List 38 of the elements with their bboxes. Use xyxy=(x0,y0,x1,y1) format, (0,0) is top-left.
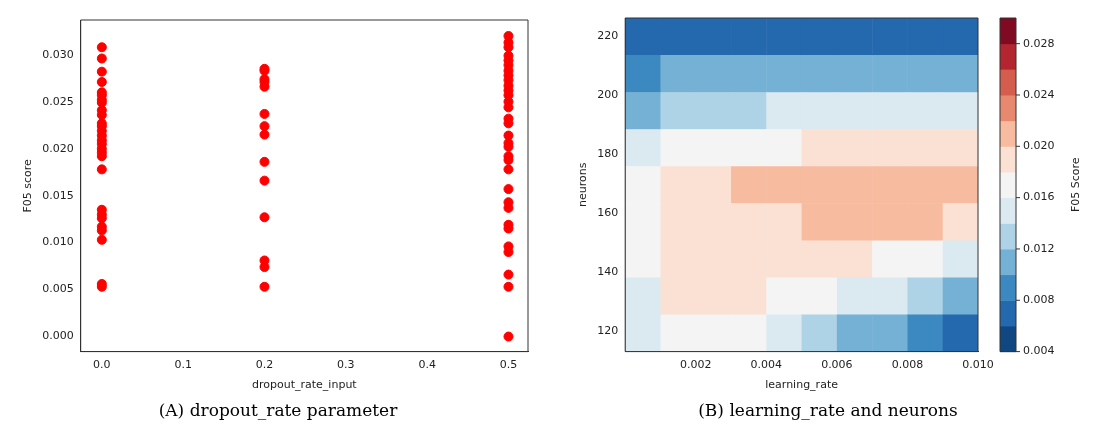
x-tick-label: 0.002 xyxy=(680,358,712,372)
y-tick-label: 0.000 xyxy=(42,329,74,343)
color-bar-label: 0.028 xyxy=(1023,36,1055,50)
y-tick-label: 0.020 xyxy=(42,141,74,155)
x-tick-label: 0.1 xyxy=(174,358,192,372)
x-tick-label: 0.0 xyxy=(93,358,111,372)
x-tick-label: 0.3 xyxy=(337,358,355,372)
y-tick-label: 160 xyxy=(597,205,619,219)
color-bar-label: 0.016 xyxy=(1023,190,1055,204)
x-axis-title: dropout_rate_input xyxy=(252,378,358,392)
y-tick-label: 0.010 xyxy=(42,235,74,249)
x-tick-label: 0.4 xyxy=(418,358,436,372)
y-tick-label: 180 xyxy=(597,146,619,160)
x-tick-label: 0.5 xyxy=(499,358,518,372)
y-tick-label: 200 xyxy=(597,87,619,101)
y-tick-label: 0.005 xyxy=(42,282,74,296)
y-tick-label: 140 xyxy=(597,264,619,278)
color-bar-title: F05 Score xyxy=(1068,157,1082,213)
x-tick-label: 0.008 xyxy=(891,358,924,372)
y-axis-title: neurons xyxy=(576,162,590,208)
y-tick-label: 220 xyxy=(597,28,619,42)
y-axis-title: F05 score xyxy=(21,158,35,213)
color-bar-label: 0.020 xyxy=(1023,139,1055,153)
x-axis-title: learning_rate xyxy=(765,378,839,392)
color-bar-label: 0.008 xyxy=(1023,293,1055,307)
y-tick-label: 0.025 xyxy=(42,94,74,108)
text: (B) learning_rate and neurons xyxy=(697,400,959,420)
x-tick-label: 0.006 xyxy=(821,358,853,372)
y-tick-label: 120 xyxy=(597,323,619,337)
color-bar-label: 0.004 xyxy=(1023,344,1055,358)
x-tick-label: 0.010 xyxy=(962,358,994,372)
y-tick-label: 0.030 xyxy=(42,47,74,61)
color-bar-label: 0.012 xyxy=(1023,241,1055,255)
text: (A) dropout_rate parameter xyxy=(157,400,399,420)
color-bar-label: 0.024 xyxy=(1023,87,1055,101)
x-tick-label: 0.2 xyxy=(255,358,274,372)
y-tick-label: 0.015 xyxy=(42,188,74,202)
x-tick-label: 0.004 xyxy=(750,358,783,372)
